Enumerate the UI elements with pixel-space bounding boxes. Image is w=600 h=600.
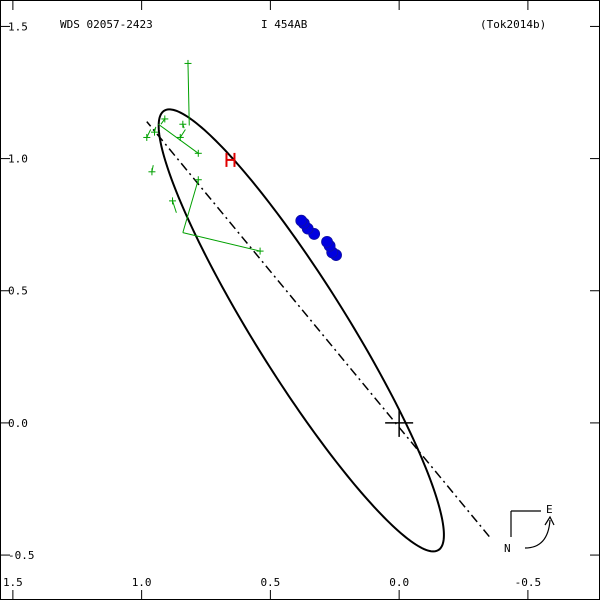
east-label: E — [546, 503, 553, 516]
reference-label: (Tok2014b) — [480, 18, 546, 31]
residual-line — [187, 63, 190, 126]
rotation-arc — [524, 519, 551, 549]
observations-layer — [143, 59, 342, 261]
wds-id-label: WDS 02057-2423 — [60, 18, 153, 31]
residual-line — [160, 118, 166, 125]
y-tick-label: -0.5 — [8, 549, 35, 562]
residual-line — [182, 179, 199, 233]
interferometric-point — [295, 214, 308, 227]
y-tick-label: 0.5 — [8, 285, 28, 298]
x-tick-label: 1.0 — [132, 576, 152, 589]
line-of-nodes — [146, 121, 490, 538]
discoverer-label: I 454AB — [261, 18, 308, 31]
residual-line — [172, 200, 177, 213]
x-tick-label: 0.5 — [260, 576, 280, 589]
residual-line — [179, 129, 186, 138]
residual-line — [158, 123, 199, 154]
residual-line — [146, 129, 152, 138]
y-tick-label: 0.0 — [8, 417, 28, 430]
interferometric-point — [321, 235, 333, 248]
x-tick-label: 1.5 — [3, 576, 23, 589]
x-tick-label: -0.5 — [515, 576, 542, 589]
y-tick-label: 1.0 — [8, 153, 28, 166]
north-label: N — [504, 542, 511, 555]
orientation-indicator: E N — [504, 503, 555, 555]
rotation-arrow-icon — [544, 515, 555, 526]
x-tick-label: 0.0 — [389, 576, 409, 589]
y-tick-label: 1.5 — [8, 20, 28, 33]
orbit-layer — [146, 108, 490, 553]
orbit-ellipse — [157, 108, 445, 553]
residual-line — [182, 232, 261, 252]
flagged-point-h-marker — [225, 152, 236, 167]
